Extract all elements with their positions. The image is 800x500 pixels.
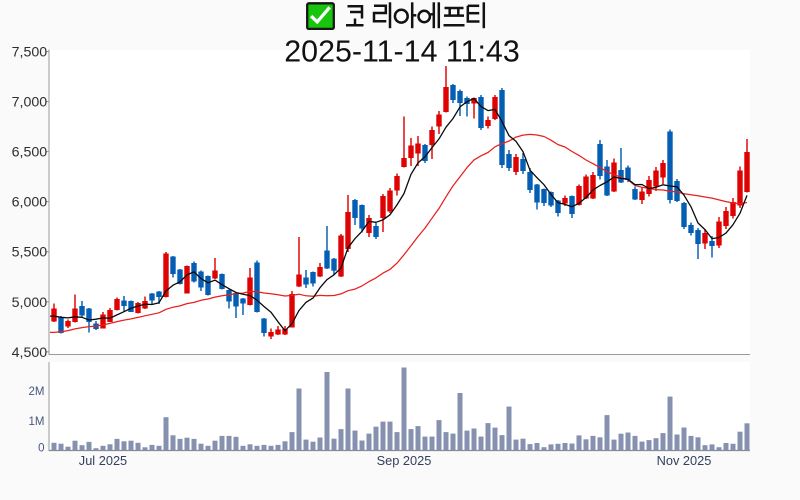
- svg-text:7,000: 7,000: [12, 95, 48, 111]
- svg-text:7,500: 7,500: [12, 45, 48, 61]
- svg-text:6,500: 6,500: [12, 145, 48, 161]
- svg-text:5,500: 5,500: [12, 245, 48, 261]
- svg-text:Jul 2025: Jul 2025: [79, 453, 127, 468]
- svg-text:4,500: 4,500: [12, 345, 48, 361]
- svg-text:Nov 2025: Nov 2025: [657, 453, 712, 468]
- svg-text:0: 0: [38, 443, 44, 455]
- svg-text:6,000: 6,000: [12, 195, 48, 211]
- svg-text:5,000: 5,000: [12, 295, 48, 311]
- svg-text:2M: 2M: [29, 386, 45, 398]
- svg-text:2025-11-14 11:43: 2025-11-14 11:43: [284, 35, 519, 69]
- svg-text:1M: 1M: [29, 416, 45, 428]
- svg-text:Sep 2025: Sep 2025: [377, 453, 432, 468]
